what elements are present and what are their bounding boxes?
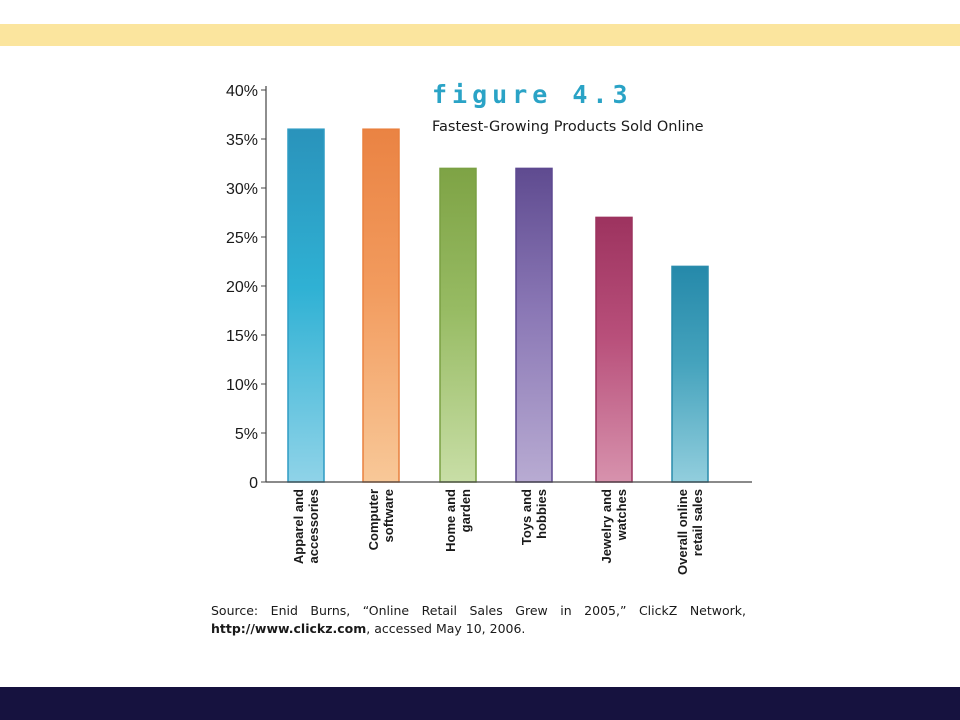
- bar-5: [671, 265, 709, 483]
- source-text: Source: Enid Burns, “Online Retail Sales…: [211, 603, 746, 618]
- chart-title: Fastest-Growing Products Sold Online: [432, 119, 704, 135]
- bar-4: [595, 216, 633, 483]
- source-url[interactable]: http://www.clickz.com: [211, 621, 367, 636]
- y-tick-label: 35%: [226, 132, 258, 149]
- bottom-band: [0, 687, 960, 720]
- x-tick-label: Home andgarden: [443, 489, 473, 552]
- x-tick-label: Apparel andaccessories: [291, 489, 321, 564]
- figure-label: figure 4.3: [432, 80, 633, 109]
- y-tick-label: 15%: [226, 328, 258, 345]
- y-tick-label: 5%: [235, 426, 258, 443]
- x-tick-label: Jewelry andwatches: [599, 489, 629, 563]
- x-tick-label: Toys andhobbies: [519, 489, 549, 545]
- y-tick-label: 25%: [226, 230, 258, 247]
- source-suffix: , accessed May 10, 2006.: [366, 621, 526, 636]
- x-tick-label: Computersoftware: [366, 489, 396, 550]
- source-citation: Source: Enid Burns, “Online Retail Sales…: [211, 602, 746, 638]
- bar-2: [439, 167, 477, 483]
- bar-1: [362, 128, 400, 483]
- y-tick-label: 10%: [226, 377, 258, 394]
- y-tick-label: 0: [249, 475, 258, 492]
- y-tick-label: 30%: [226, 181, 258, 198]
- x-tick-label: Overall onlineretail sales: [675, 489, 705, 575]
- y-tick-label: 40%: [226, 83, 258, 100]
- top-accent-band: [0, 24, 960, 46]
- bar-0: [287, 128, 325, 483]
- y-tick-label: 20%: [226, 279, 258, 296]
- bar-3: [515, 167, 553, 483]
